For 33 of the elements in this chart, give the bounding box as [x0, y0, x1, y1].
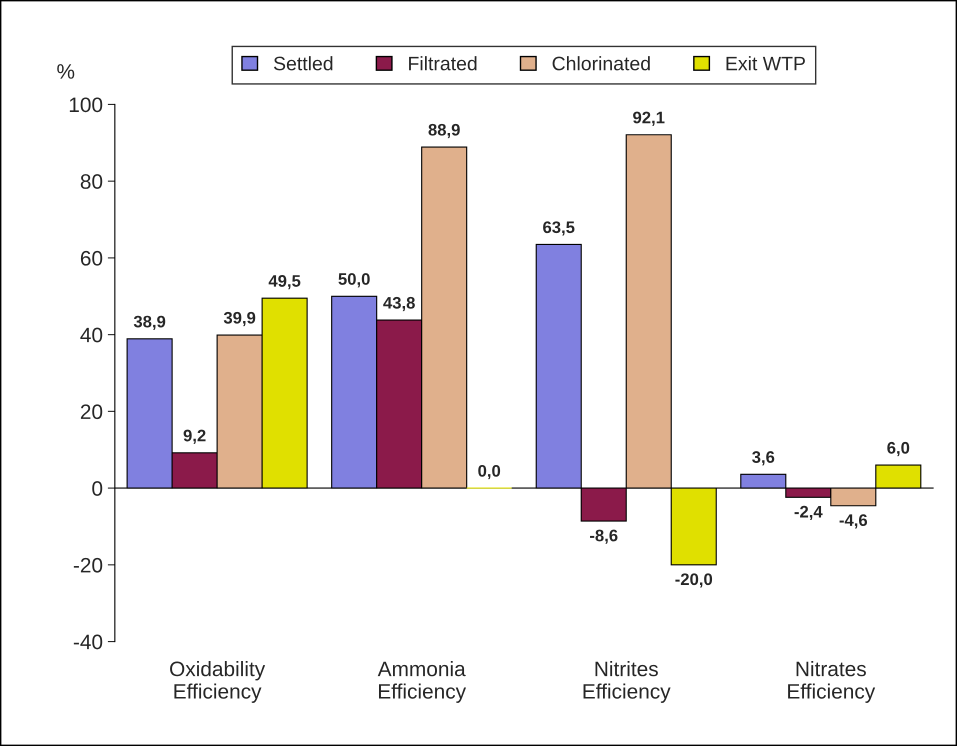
- data-label: 3,6: [752, 451, 774, 466]
- y-tick-label: -40: [74, 634, 102, 650]
- legend-label: Exit WTP: [726, 56, 805, 70]
- y-axis-title: %: [57, 64, 74, 79]
- x-tick-label: Nitrates Efficiency: [788, 661, 876, 703]
- data-label: -8,6: [590, 530, 618, 544]
- data-label: 9,2: [184, 430, 206, 444]
- data-label: -2,4: [794, 506, 823, 520]
- y-tick-label: 0: [92, 481, 102, 496]
- y-tick-label: 20: [80, 404, 102, 420]
- data-label: 39,9: [224, 312, 256, 326]
- y-tick-label: 40: [80, 328, 102, 342]
- data-label: 6,0: [887, 442, 910, 456]
- data-label: 38,9: [134, 316, 166, 330]
- data-label: -4,6: [840, 514, 868, 528]
- y-tick-label: -20: [74, 558, 102, 573]
- data-label: 88,9: [428, 124, 460, 138]
- data-label: 63,5: [543, 221, 574, 236]
- y-tick-label: 80: [80, 174, 102, 189]
- x-tick-label: Ammonia Efficiency: [378, 661, 466, 703]
- y-tick-label: 100: [70, 97, 102, 112]
- x-tick-label: Nitrites Efficiency: [584, 661, 671, 703]
- data-label: 50,0: [338, 273, 370, 288]
- data-label: 0,0: [478, 464, 500, 480]
- x-tick-label: Oxidability Efficiency: [170, 661, 266, 703]
- data-label: 92,1: [633, 112, 664, 126]
- data-label: 43,8: [383, 296, 415, 312]
- legend-label: Filtrated: [409, 56, 476, 70]
- data-label: -20,0: [675, 573, 712, 588]
- legend-label: Settled: [274, 56, 332, 70]
- data-label: 49,5: [268, 275, 300, 290]
- legend-label: Chlorinated: [552, 56, 650, 70]
- y-tick-label: 60: [80, 250, 102, 266]
